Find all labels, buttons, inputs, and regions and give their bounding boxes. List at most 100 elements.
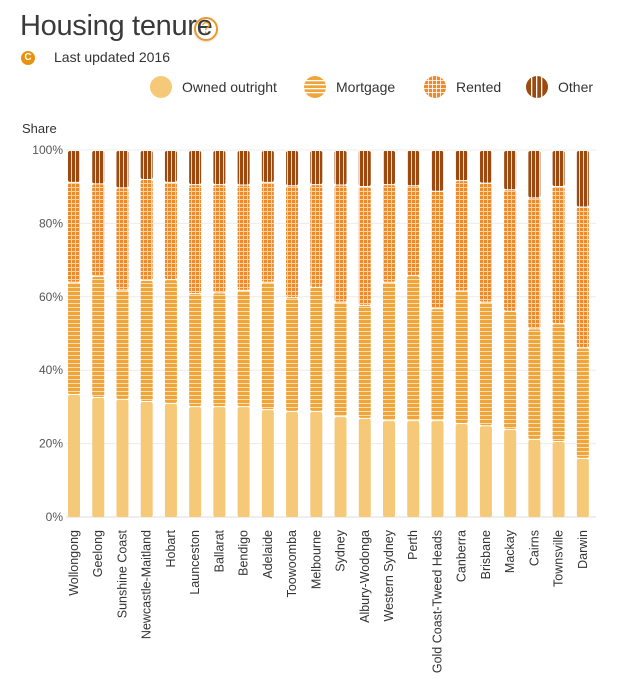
bar-segment-mortgage[interactable] [334, 302, 347, 417]
bar-segment-mortgage[interactable] [407, 276, 420, 421]
bar-segment-mortgage[interactable] [310, 287, 323, 411]
bar-segment-rented[interactable] [552, 186, 565, 324]
bar-adelaide[interactable] [261, 151, 274, 517]
bar-segment-rented[interactable] [92, 184, 105, 276]
bar-segment-rented[interactable] [261, 182, 274, 282]
bar-segment-mortgage[interactable] [68, 282, 80, 395]
bar-segment-other[interactable] [358, 151, 371, 186]
bar-sunshine-coast[interactable] [116, 151, 129, 517]
bar-segment-owned[interactable] [92, 397, 105, 517]
bar-segment-mortgage[interactable] [358, 305, 371, 418]
bar-segment-other[interactable] [213, 151, 226, 185]
bar-segment-rented[interactable] [407, 186, 420, 276]
bar-mackay[interactable] [504, 151, 517, 517]
bar-segment-rented[interactable] [504, 190, 517, 311]
bar-canberra[interactable] [455, 151, 468, 517]
bar-perth[interactable] [407, 151, 420, 517]
bar-segment-mortgage[interactable] [504, 311, 517, 429]
bar-segment-mortgage[interactable] [189, 294, 202, 407]
bar-segment-mortgage[interactable] [382, 282, 395, 421]
bar-segment-owned[interactable] [334, 417, 347, 517]
bar-segment-mortgage[interactable] [116, 290, 129, 399]
bar-segment-owned[interactable] [455, 424, 468, 517]
bar-sydney[interactable] [334, 151, 347, 517]
bar-segment-mortgage[interactable] [576, 348, 589, 458]
legend-item-other[interactable]: Other [526, 76, 593, 98]
bar-segment-rented[interactable] [189, 185, 202, 294]
bar-segment-rented[interactable] [68, 182, 80, 282]
bar-segment-owned[interactable] [528, 439, 541, 517]
bar-segment-rented[interactable] [358, 186, 371, 305]
bar-segment-rented[interactable] [310, 185, 323, 287]
bar-segment-other[interactable] [334, 151, 347, 185]
bar-segment-owned[interactable] [407, 421, 420, 517]
bar-segment-owned[interactable] [504, 429, 517, 517]
bar-cairns[interactable] [528, 151, 541, 517]
legend-item-owned-outright[interactable]: Owned outright [150, 76, 277, 98]
bar-segment-owned[interactable] [358, 418, 371, 517]
bar-segment-owned[interactable] [237, 407, 250, 517]
bar-toowoomba[interactable] [286, 151, 299, 517]
bar-western-sydney[interactable] [382, 151, 395, 517]
bar-darwin[interactable] [576, 151, 589, 517]
bar-albury-wodonga[interactable] [358, 151, 371, 517]
bar-segment-owned[interactable] [431, 421, 444, 517]
bar-segment-other[interactable] [431, 151, 444, 191]
bar-segment-mortgage[interactable] [552, 324, 565, 442]
bar-geelong[interactable] [92, 151, 105, 517]
bar-segment-mortgage[interactable] [261, 282, 274, 410]
bar-segment-owned[interactable] [213, 407, 226, 517]
bar-segment-owned[interactable] [116, 399, 129, 517]
bar-segment-other[interactable] [576, 151, 589, 207]
bar-segment-rented[interactable] [116, 188, 129, 290]
bar-hobart[interactable] [164, 151, 177, 517]
bar-segment-owned[interactable] [286, 411, 299, 517]
bar-segment-owned[interactable] [576, 458, 589, 517]
bar-segment-mortgage[interactable] [140, 280, 153, 402]
bar-segment-other[interactable] [140, 151, 153, 179]
bar-segment-other[interactable] [310, 151, 323, 185]
bar-segment-other[interactable] [528, 151, 541, 198]
bar-segment-mortgage[interactable] [92, 276, 105, 397]
bar-segment-other[interactable] [455, 151, 468, 181]
bar-segment-other[interactable] [479, 151, 492, 183]
bar-melbourne[interactable] [310, 151, 323, 517]
bar-segment-rented[interactable] [576, 207, 589, 348]
bar-segment-other[interactable] [68, 151, 80, 182]
bar-brisbane[interactable] [479, 151, 492, 517]
bar-bendigo[interactable] [237, 151, 250, 517]
legend-item-rented[interactable]: Rented [424, 76, 501, 98]
bar-wollongong[interactable] [68, 151, 80, 517]
bar-segment-mortgage[interactable] [237, 290, 250, 407]
bar-segment-mortgage[interactable] [479, 302, 492, 426]
bar-segment-other[interactable] [504, 151, 517, 190]
bar-launceston[interactable] [189, 151, 202, 517]
bar-segment-other[interactable] [237, 151, 250, 185]
bar-segment-rented[interactable] [237, 185, 250, 290]
bar-segment-rented[interactable] [528, 198, 541, 329]
bar-segment-mortgage[interactable] [213, 293, 226, 407]
bar-townsville[interactable] [552, 151, 565, 517]
bar-segment-rented[interactable] [455, 181, 468, 291]
bar-segment-rented[interactable] [382, 185, 395, 282]
bar-gold-coast-tweed-heads[interactable] [431, 151, 444, 517]
bar-segment-owned[interactable] [552, 442, 565, 517]
bar-segment-other[interactable] [116, 151, 129, 188]
bar-segment-other[interactable] [92, 151, 105, 184]
bar-segment-owned[interactable] [382, 421, 395, 517]
bar-segment-owned[interactable] [479, 426, 492, 517]
bar-segment-owned[interactable] [310, 411, 323, 517]
bar-segment-mortgage[interactable] [528, 329, 541, 439]
legend-item-mortgage[interactable]: Mortgage [304, 76, 395, 98]
bar-ballarat[interactable] [213, 151, 226, 517]
bar-segment-other[interactable] [189, 151, 202, 185]
bar-segment-owned[interactable] [261, 410, 274, 517]
bar-segment-mortgage[interactable] [164, 280, 177, 403]
bar-segment-other[interactable] [164, 151, 177, 182]
bar-segment-other[interactable] [286, 151, 299, 186]
bar-segment-other[interactable] [407, 151, 420, 186]
bar-segment-owned[interactable] [189, 407, 202, 517]
bar-segment-rented[interactable] [431, 191, 444, 309]
bar-segment-owned[interactable] [140, 402, 153, 517]
bar-segment-mortgage[interactable] [455, 291, 468, 424]
